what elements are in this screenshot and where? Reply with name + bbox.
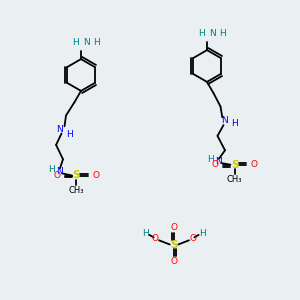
Text: N: N <box>209 29 216 38</box>
Text: H: H <box>93 38 100 47</box>
Text: O: O <box>170 223 178 232</box>
Text: O: O <box>92 171 99 180</box>
Text: CH₃: CH₃ <box>68 186 84 195</box>
Text: H: H <box>231 119 237 128</box>
Text: H: H <box>48 165 54 174</box>
Text: CH₃: CH₃ <box>227 175 242 184</box>
Text: S: S <box>170 239 178 250</box>
Text: N: N <box>83 38 90 47</box>
Text: H: H <box>199 229 206 238</box>
Text: O: O <box>250 160 258 169</box>
Text: N: N <box>56 125 62 134</box>
Text: H: H <box>67 130 73 139</box>
Text: H: H <box>72 38 79 47</box>
Text: S: S <box>231 160 238 170</box>
Text: O: O <box>53 171 60 180</box>
Text: O: O <box>170 257 178 266</box>
Text: N: N <box>216 157 222 166</box>
Text: O: O <box>152 234 159 243</box>
Text: H: H <box>207 155 214 164</box>
Text: O: O <box>212 160 219 169</box>
Text: H: H <box>142 229 149 238</box>
Text: N: N <box>56 167 62 176</box>
Text: O: O <box>189 234 196 243</box>
Text: H: H <box>219 29 226 38</box>
Text: N: N <box>222 116 228 125</box>
Text: S: S <box>73 170 80 181</box>
Text: H: H <box>198 29 205 38</box>
